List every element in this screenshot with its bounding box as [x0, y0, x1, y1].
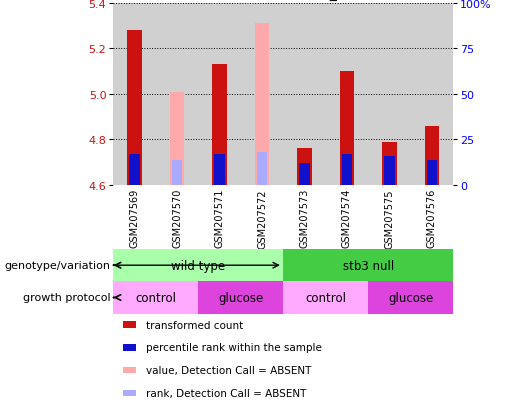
Bar [198, 282, 283, 314]
Text: percentile rank within the sample: percentile rank within the sample [146, 342, 322, 352]
Bar [299, 164, 310, 185]
Bar [339, 72, 354, 185]
Text: GSM207572: GSM207572 [257, 189, 267, 248]
Bar [124, 322, 136, 328]
Bar [426, 160, 437, 185]
Bar [382, 142, 397, 185]
Text: GSM207571: GSM207571 [215, 189, 225, 248]
Text: stb3 null: stb3 null [342, 259, 394, 272]
Text: control: control [305, 291, 346, 304]
Bar [256, 152, 267, 185]
Bar [113, 249, 283, 282]
Bar [113, 282, 198, 314]
Text: rank, Detection Call = ABSENT: rank, Detection Call = ABSENT [146, 388, 306, 398]
Text: glucose: glucose [388, 291, 433, 304]
Bar [212, 65, 227, 185]
Bar [283, 282, 368, 314]
Bar [129, 155, 140, 185]
Text: GSM207576: GSM207576 [427, 189, 437, 248]
Text: GSM207575: GSM207575 [385, 189, 394, 248]
Bar [124, 367, 136, 373]
Text: GSM207574: GSM207574 [342, 189, 352, 248]
Text: GSM207569: GSM207569 [130, 189, 140, 248]
Bar [171, 160, 182, 185]
Bar [341, 155, 352, 185]
Title: GDS2804 / 2528_at: GDS2804 / 2528_at [216, 0, 351, 1]
Text: growth protocol: growth protocol [23, 293, 111, 303]
Text: wild type: wild type [171, 259, 226, 272]
Bar [124, 344, 136, 351]
Bar [384, 157, 395, 185]
Text: GSM207570: GSM207570 [172, 189, 182, 248]
Bar [424, 126, 439, 185]
Bar [297, 149, 312, 185]
Bar [283, 249, 453, 282]
Bar [368, 282, 453, 314]
Bar [169, 92, 184, 185]
Text: genotype/variation: genotype/variation [5, 261, 111, 271]
Bar [254, 24, 269, 185]
Text: glucose: glucose [218, 291, 263, 304]
Text: GSM207573: GSM207573 [300, 189, 310, 248]
Text: value, Detection Call = ABSENT: value, Detection Call = ABSENT [146, 365, 311, 375]
Bar [124, 390, 136, 396]
Text: transformed count: transformed count [146, 320, 243, 330]
Bar [127, 31, 142, 185]
Text: control: control [135, 291, 176, 304]
Bar [214, 155, 225, 185]
